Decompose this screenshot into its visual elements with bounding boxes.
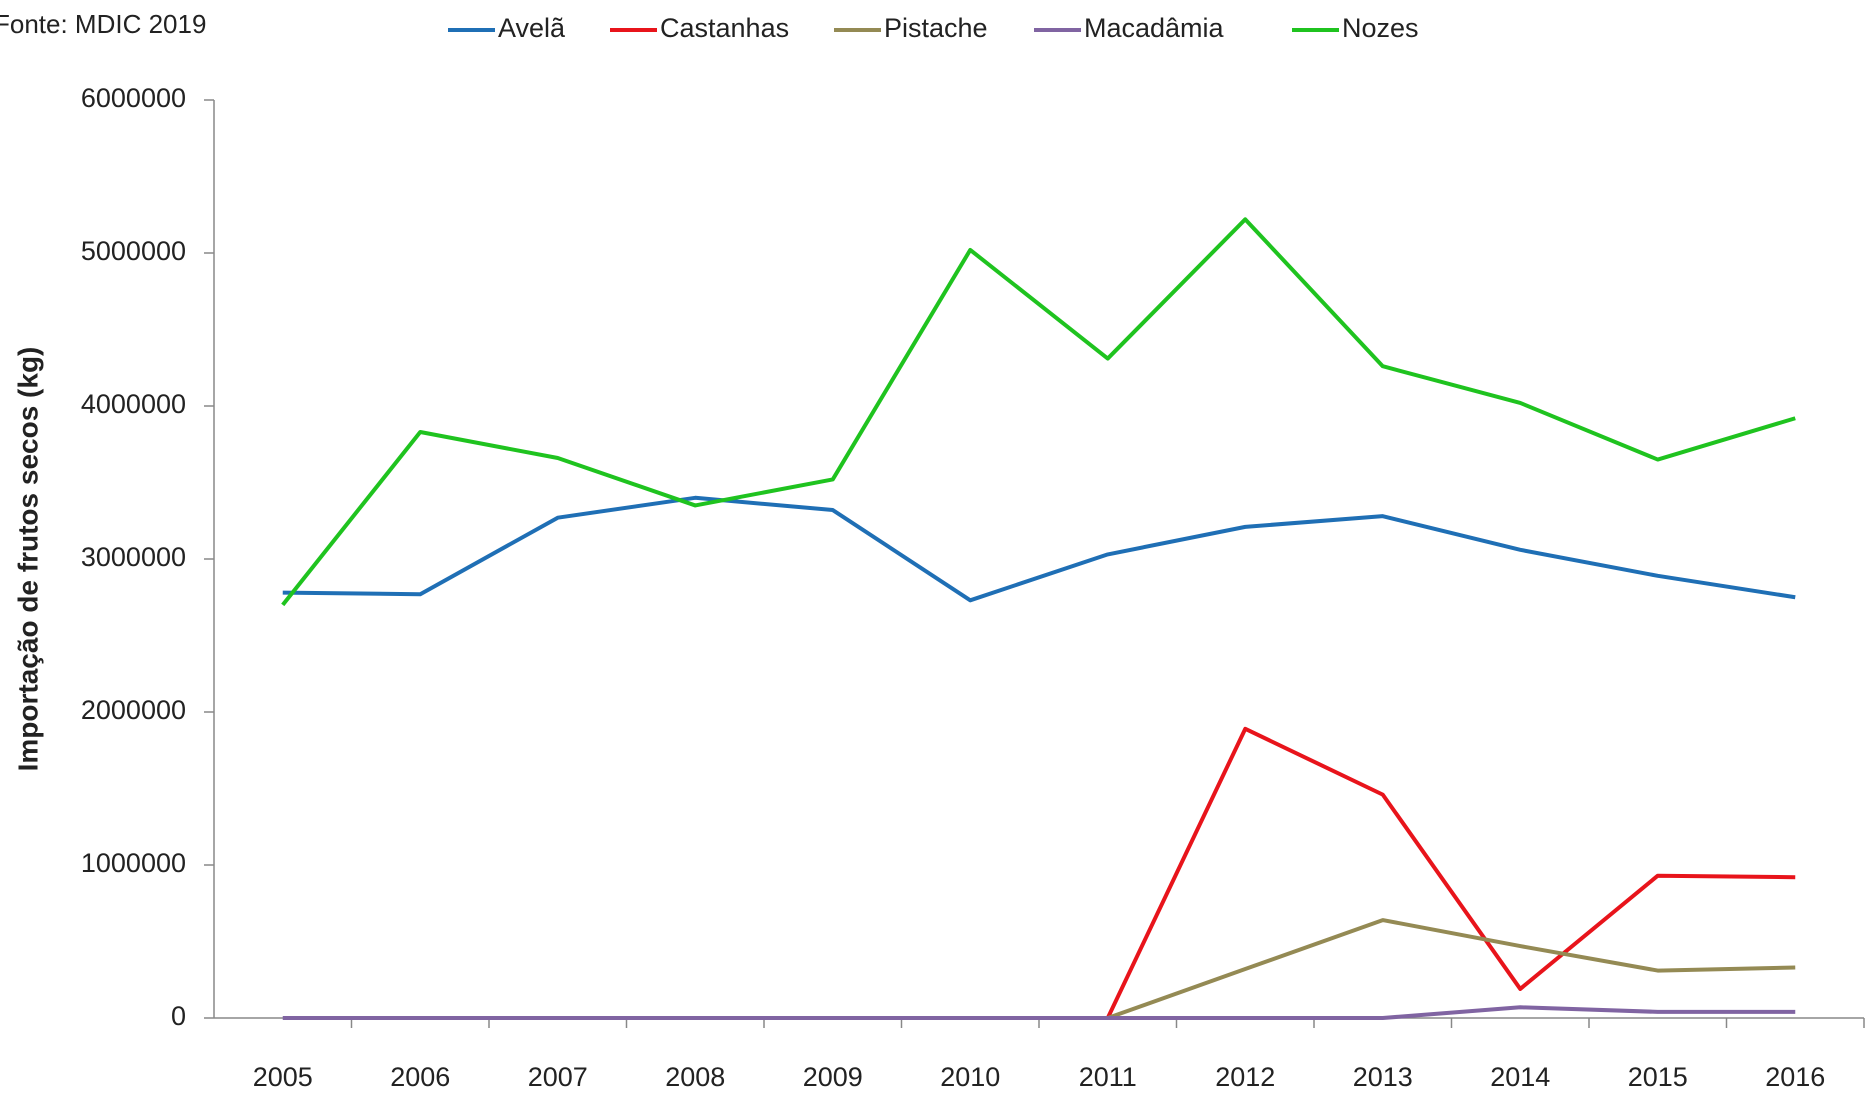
x-tick-label: 2014 <box>1490 1062 1550 1092</box>
source-note: Fonte: MDIC 2019 <box>0 9 206 39</box>
y-axis-label: Importação de frutos secos (kg) <box>12 347 43 772</box>
series-line <box>282 1005 1796 1020</box>
x-tick-label: 2005 <box>253 1062 313 1092</box>
x-tick-label: 2013 <box>1353 1062 1413 1092</box>
legend-label: Avelã <box>498 13 566 43</box>
x-tick-label: 2010 <box>940 1062 1000 1092</box>
x-tick-label: 2006 <box>390 1062 450 1092</box>
x-tick-label: 2007 <box>528 1062 588 1092</box>
legend-label: Castanhas <box>660 13 789 43</box>
legend-label: Nozes <box>1342 13 1419 43</box>
x-tick-label: 2012 <box>1215 1062 1275 1092</box>
y-tick-label: 5000000 <box>81 236 186 266</box>
y-tick-label: 0 <box>171 1001 186 1031</box>
x-tick-label: 2011 <box>1079 1062 1137 1092</box>
series-line <box>1107 918 1796 1020</box>
y-tick-label: 4000000 <box>81 389 186 419</box>
x-tick-label: 2009 <box>803 1062 863 1092</box>
series-line <box>282 495 1796 603</box>
y-tick-label: 2000000 <box>81 695 186 725</box>
x-tick-label: 2016 <box>1765 1062 1825 1092</box>
y-tick-label: 1000000 <box>81 848 186 878</box>
legend-label: Pistache <box>884 13 988 43</box>
y-tick-label: 6000000 <box>81 83 186 113</box>
x-tick-label: 2008 <box>665 1062 725 1092</box>
y-tick-label: 3000000 <box>81 542 186 572</box>
legend-label: Macadâmia <box>1084 13 1225 43</box>
x-tick-label: 2015 <box>1628 1062 1688 1092</box>
series-line <box>281 217 1796 607</box>
series-line <box>1105 726 1796 1019</box>
